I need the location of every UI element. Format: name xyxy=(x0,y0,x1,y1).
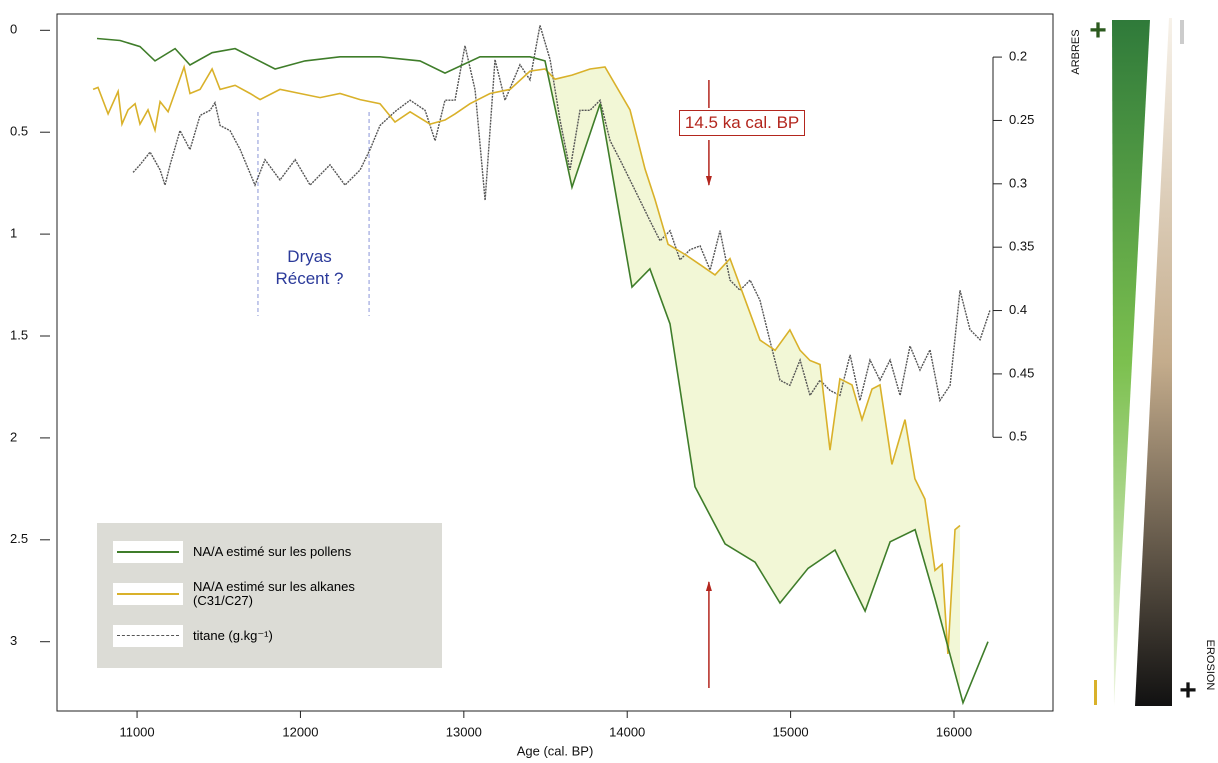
fill-between xyxy=(97,66,961,692)
y2-tick-label: 0.45 xyxy=(1009,365,1034,380)
y2-tick-label: 0.35 xyxy=(1009,239,1034,254)
series-line xyxy=(96,37,989,706)
y-tick-label: 2 xyxy=(10,429,17,444)
legend-label: NA/A estimé sur les pollens xyxy=(193,544,352,559)
plot-frame xyxy=(56,13,1054,712)
legend-line xyxy=(117,635,179,636)
legend-entry: NA/A estimé sur les alkanes (C31/C27) xyxy=(113,580,355,608)
legend: NA/A estimé sur les pollens NA/A estimé s… xyxy=(97,523,442,668)
plus-sign: + xyxy=(1089,14,1107,47)
y-tick-label: 2.5 xyxy=(10,531,28,546)
x-tick-label: 13000 xyxy=(446,724,482,739)
y2-tick-label: 0.4 xyxy=(1009,302,1027,317)
legend-swatch xyxy=(113,541,183,563)
legend-label: titane (g.kg⁻¹) xyxy=(193,628,273,643)
legend-line xyxy=(117,551,179,553)
y-tick-label: 1 xyxy=(10,226,17,241)
series-line xyxy=(132,25,991,403)
x-tick-label: 12000 xyxy=(282,724,318,739)
y-tick-label: 0 xyxy=(10,22,17,37)
y2-tick-label: 0.2 xyxy=(1009,49,1027,64)
arrow-head xyxy=(705,581,712,591)
y2-tick-label: 0.5 xyxy=(1009,429,1027,444)
x-tick-label: 11000 xyxy=(119,724,154,739)
arrow-head xyxy=(705,176,712,186)
y-tick-label: 0.5 xyxy=(10,124,28,139)
erosion-wedge xyxy=(1135,18,1172,706)
x-axis-label: Age (cal. BP) xyxy=(517,743,594,758)
legend-entry: NA/A estimé sur les pollens xyxy=(113,541,351,563)
y2-tick-label: 0.3 xyxy=(1009,175,1027,190)
legend-entry: titane (g.kg⁻¹) xyxy=(113,625,273,647)
y-tick-label: 3 xyxy=(10,633,17,648)
y2-tick-label: 0.25 xyxy=(1009,112,1034,127)
trees-wedge xyxy=(1112,20,1150,706)
x-tick-label: 16000 xyxy=(936,724,972,739)
legend-swatch xyxy=(113,625,183,647)
dryas-annotation: Dryas Récent ? xyxy=(275,247,344,288)
erosion-label: EROSION xyxy=(1204,640,1216,691)
series-line xyxy=(92,64,961,654)
trees-label: ARBRES xyxy=(1070,29,1082,74)
legend-label: NA/A estimé sur les alkanes (C31/C27) xyxy=(193,579,355,608)
y-tick-label: 1.5 xyxy=(10,327,28,342)
legend-line xyxy=(117,593,179,595)
plus-sign: + xyxy=(1179,674,1197,707)
age-annotation: 14.5 ka cal. BP xyxy=(678,110,806,136)
x-tick-label: 14000 xyxy=(609,724,645,739)
legend-swatch xyxy=(113,583,183,605)
x-tick-label: 15000 xyxy=(773,724,809,739)
minus-mark xyxy=(1180,20,1184,44)
minus-mark xyxy=(1094,680,1097,705)
